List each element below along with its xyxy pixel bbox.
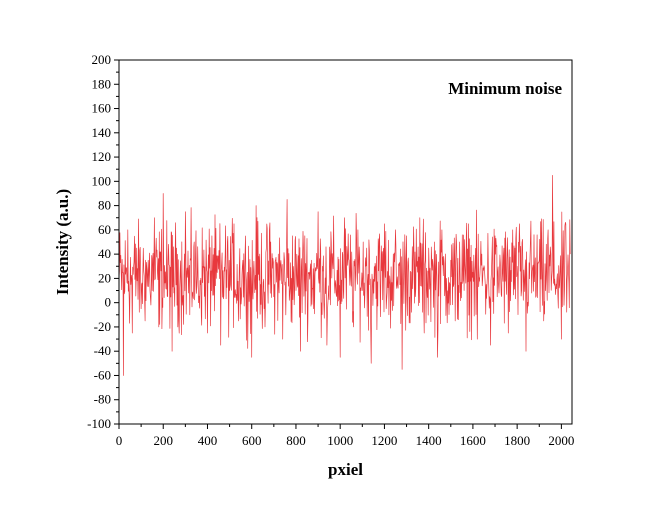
noise-series-line (118, 174, 571, 376)
chart-annotation: Minimum noise (448, 79, 562, 98)
y-tick-label: -40 (94, 343, 111, 358)
y-tick-label: -60 (94, 367, 111, 382)
plot-frame (118, 59, 573, 425)
y-tick-label: -100 (87, 416, 111, 431)
x-tick-label: 1800 (504, 433, 530, 448)
y-tick-label: 60 (98, 222, 111, 237)
y-tick-label: 140 (92, 125, 112, 140)
x-tick-label: 1600 (460, 433, 486, 448)
x-tick-label: 0 (116, 433, 123, 448)
y-tick-label: 180 (92, 76, 112, 91)
x-tick-label: 2000 (548, 433, 574, 448)
x-tick-label: 600 (242, 433, 262, 448)
x-tick-label: 1200 (371, 433, 397, 448)
y-tick-label: 20 (98, 270, 111, 285)
x-tick-label: 1000 (327, 433, 353, 448)
y-tick-label: 100 (92, 173, 112, 188)
y-tick-label: -80 (94, 392, 111, 407)
y-tick-label: 200 (92, 52, 112, 67)
x-tick-label: 1400 (416, 433, 442, 448)
y-tick-label: 0 (105, 295, 112, 310)
y-axis-title: Intensity (a.u.) (53, 189, 72, 295)
series-layer (118, 174, 571, 376)
x-tick-label: 400 (198, 433, 218, 448)
y-tick-label: 160 (92, 101, 112, 116)
x-axis-title: pxiel (328, 460, 363, 479)
y-tick-label: 40 (98, 246, 111, 261)
ticks-layer: -100 -80 -60 -40 -20 0 20 40 60 80 100 120 140 160 180… (87, 52, 574, 448)
y-tick-label: 80 (98, 198, 111, 213)
y-tick-label: 120 (92, 149, 112, 164)
x-tick-label: 200 (153, 433, 173, 448)
y-tick-label: -20 (94, 319, 111, 334)
x-tick-label: 800 (286, 433, 306, 448)
